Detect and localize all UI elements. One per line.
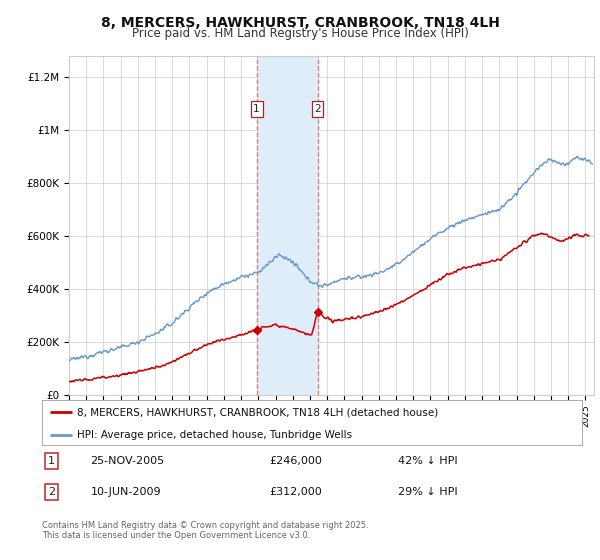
Text: 42% ↓ HPI: 42% ↓ HPI [398,456,458,466]
Text: 25-NOV-2005: 25-NOV-2005 [91,456,165,466]
Bar [257,56,317,395]
Text: 8, MERCERS, HAWKHURST, CRANBROOK, TN18 4LH (detached house): 8, MERCERS, HAWKHURST, CRANBROOK, TN18 4… [77,408,439,418]
Text: 2: 2 [48,487,55,497]
Text: Price paid vs. HM Land Registry's House Price Index (HPI): Price paid vs. HM Land Registry's House … [131,27,469,40]
Text: 10-JUN-2009: 10-JUN-2009 [91,487,161,497]
Text: 2: 2 [314,104,321,114]
Text: £246,000: £246,000 [269,456,322,466]
Text: 29% ↓ HPI: 29% ↓ HPI [398,487,458,497]
Text: This data is licensed under the Open Government Licence v3.0.: This data is licensed under the Open Gov… [42,531,310,540]
Text: HPI: Average price, detached house, Tunbridge Wells: HPI: Average price, detached house, Tunb… [77,430,352,440]
Text: 1: 1 [253,104,260,114]
Text: Contains HM Land Registry data © Crown copyright and database right 2025.: Contains HM Land Registry data © Crown c… [42,521,368,530]
Text: £312,000: £312,000 [269,487,322,497]
Text: 8, MERCERS, HAWKHURST, CRANBROOK, TN18 4LH: 8, MERCERS, HAWKHURST, CRANBROOK, TN18 4… [101,16,499,30]
Text: 1: 1 [48,456,55,466]
